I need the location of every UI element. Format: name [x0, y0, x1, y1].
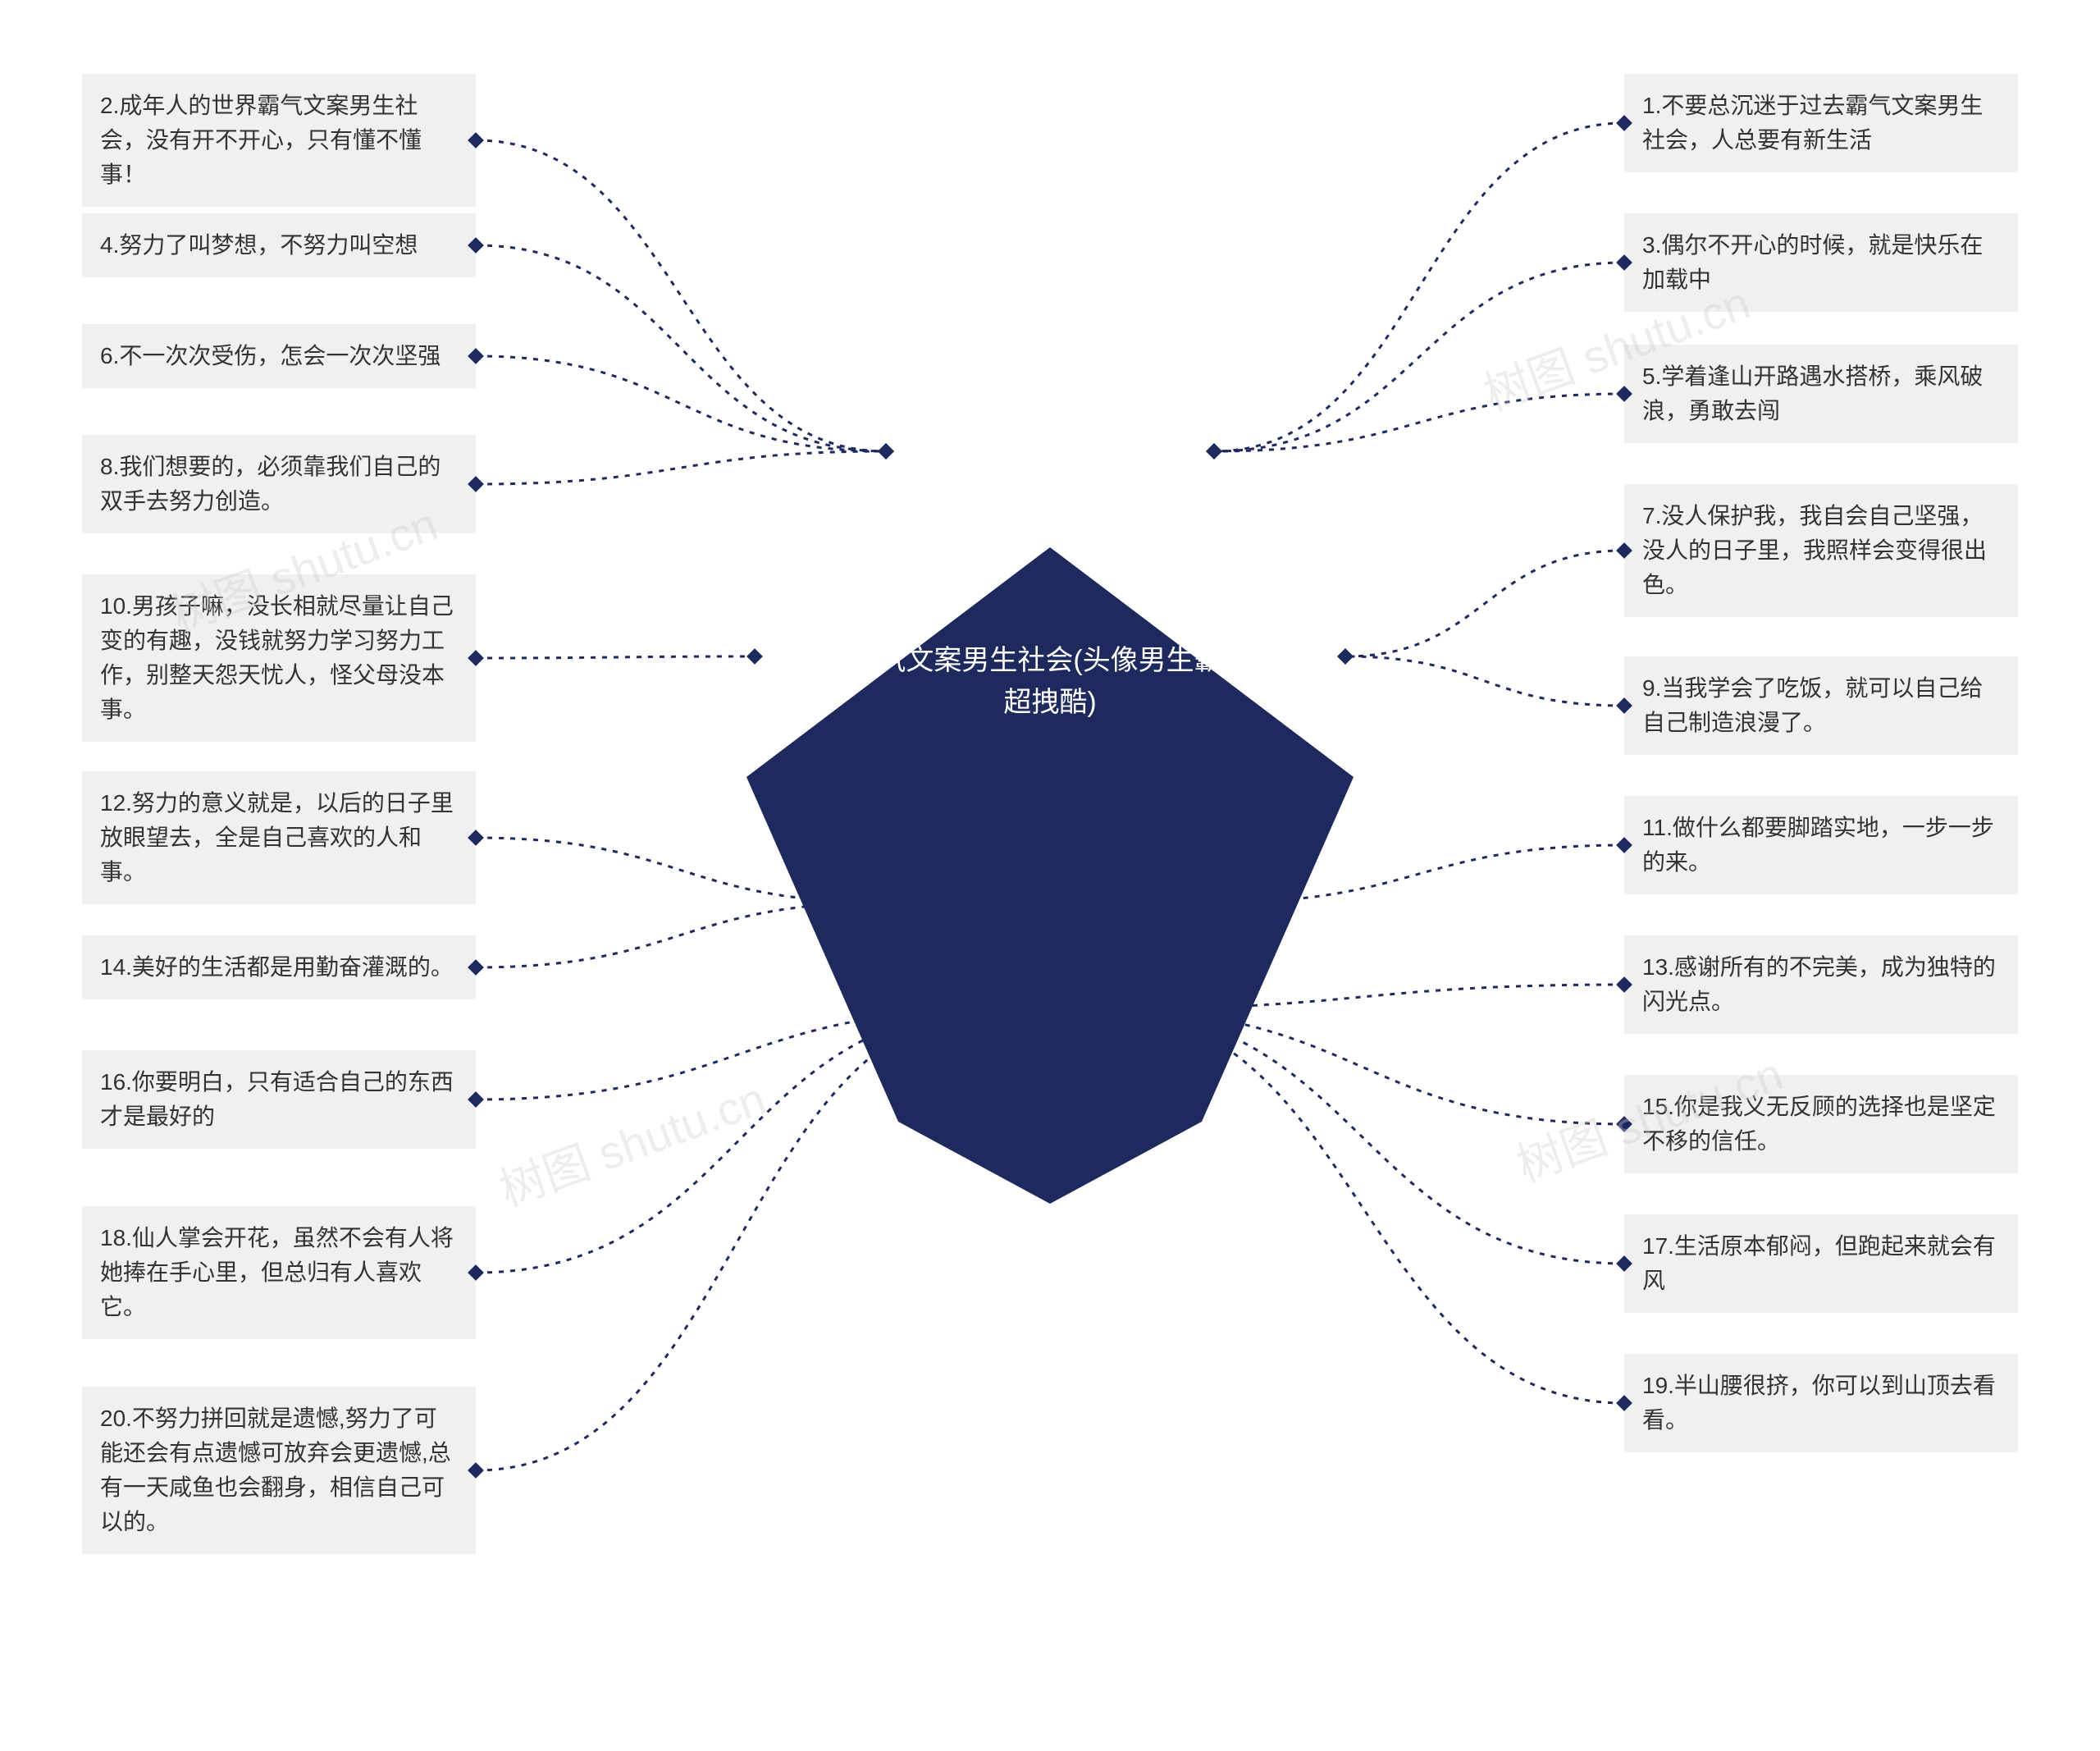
- diagram-canvas: 霸气文案男生社会(头像男生霸气超拽酷) 2.成年人的世界霸气文案男生社会，没有开…: [0, 0, 2100, 1751]
- connector-lines: [0, 0, 2100, 1751]
- center-title: 霸气文案男生社会(头像男生霸气超拽酷): [845, 640, 1255, 724]
